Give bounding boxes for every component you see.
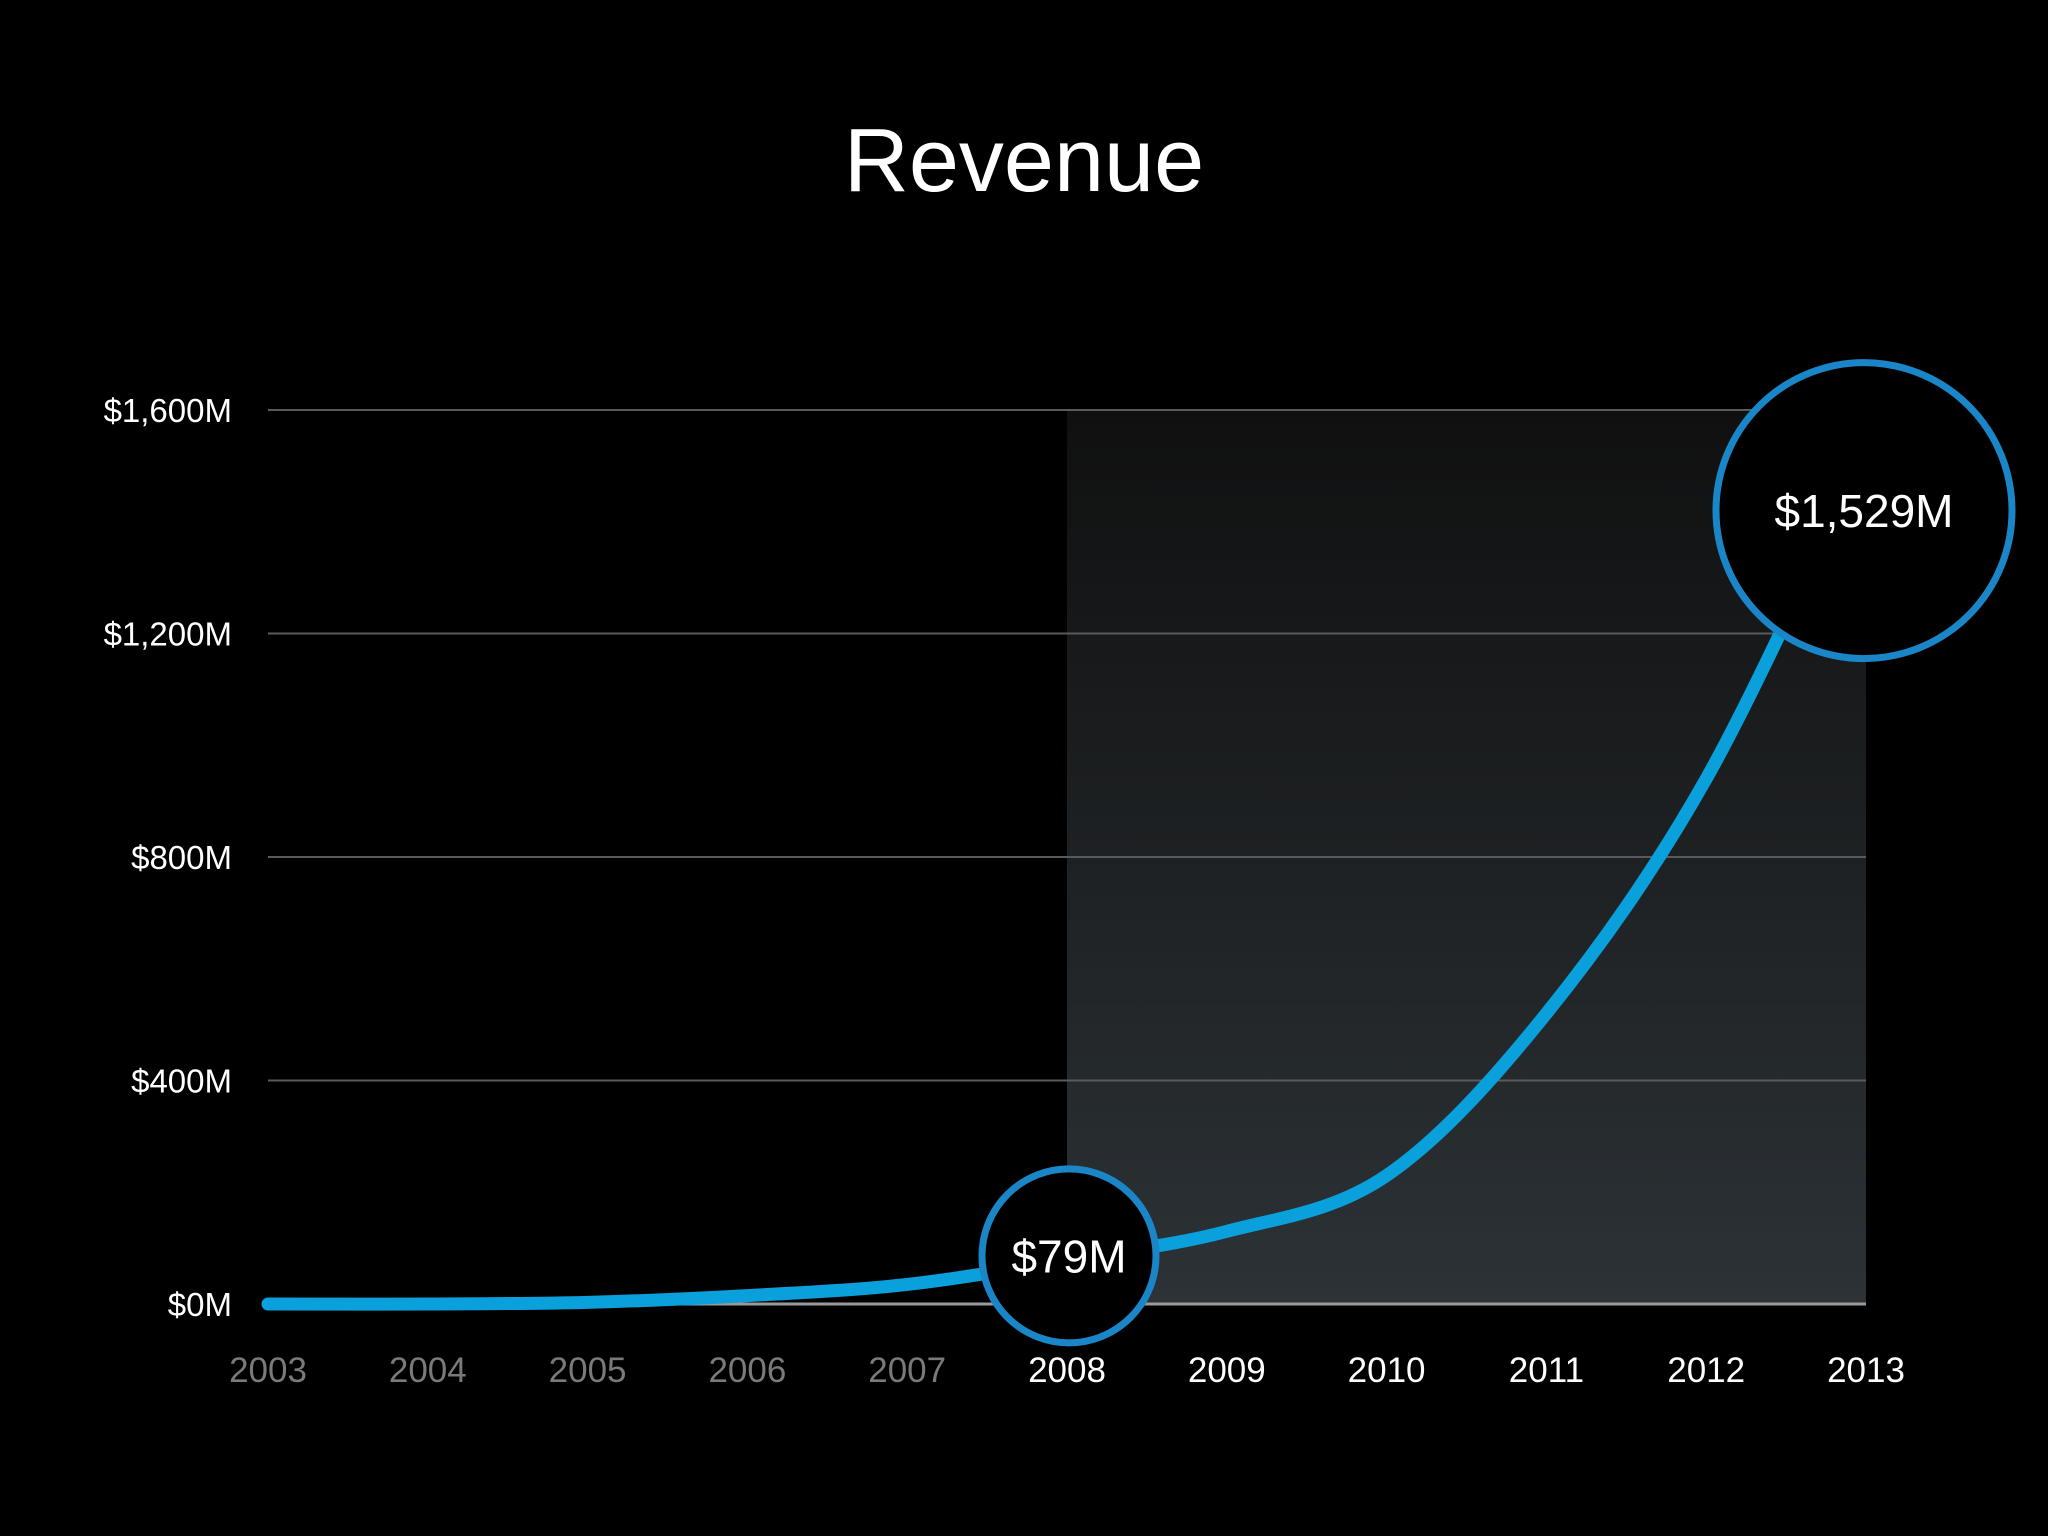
x-tick-label: 2006 <box>708 1351 786 1390</box>
x-tick-label: 2010 <box>1348 1351 1426 1390</box>
y-tick-label: $400M <box>131 1063 232 1100</box>
y-tick-label: $0M <box>168 1286 232 1323</box>
x-tick-label: 2012 <box>1667 1351 1745 1390</box>
y-tick-label: $1,600M <box>104 392 232 429</box>
x-tick-label: 2003 <box>229 1351 307 1390</box>
callout-circle <box>978 1165 1160 1347</box>
x-tick-label: 2013 <box>1827 1351 1905 1390</box>
y-tick-label: $1,200M <box>104 616 232 653</box>
callout-label: $1,529M <box>1774 485 1953 537</box>
callout-circle <box>1712 359 2016 663</box>
x-tick-label: 2008 <box>1028 1351 1106 1390</box>
callout-label: $79M <box>1011 1230 1126 1282</box>
x-tick-label: 2011 <box>1509 1351 1584 1390</box>
page-title: Revenue <box>843 111 1205 211</box>
x-tick-label: 2004 <box>389 1351 467 1390</box>
x-tick-label: 2009 <box>1188 1351 1266 1390</box>
y-tick-label: $800M <box>131 839 232 876</box>
x-tick-label: 2007 <box>868 1351 946 1390</box>
x-tick-label: 2005 <box>549 1351 627 1390</box>
